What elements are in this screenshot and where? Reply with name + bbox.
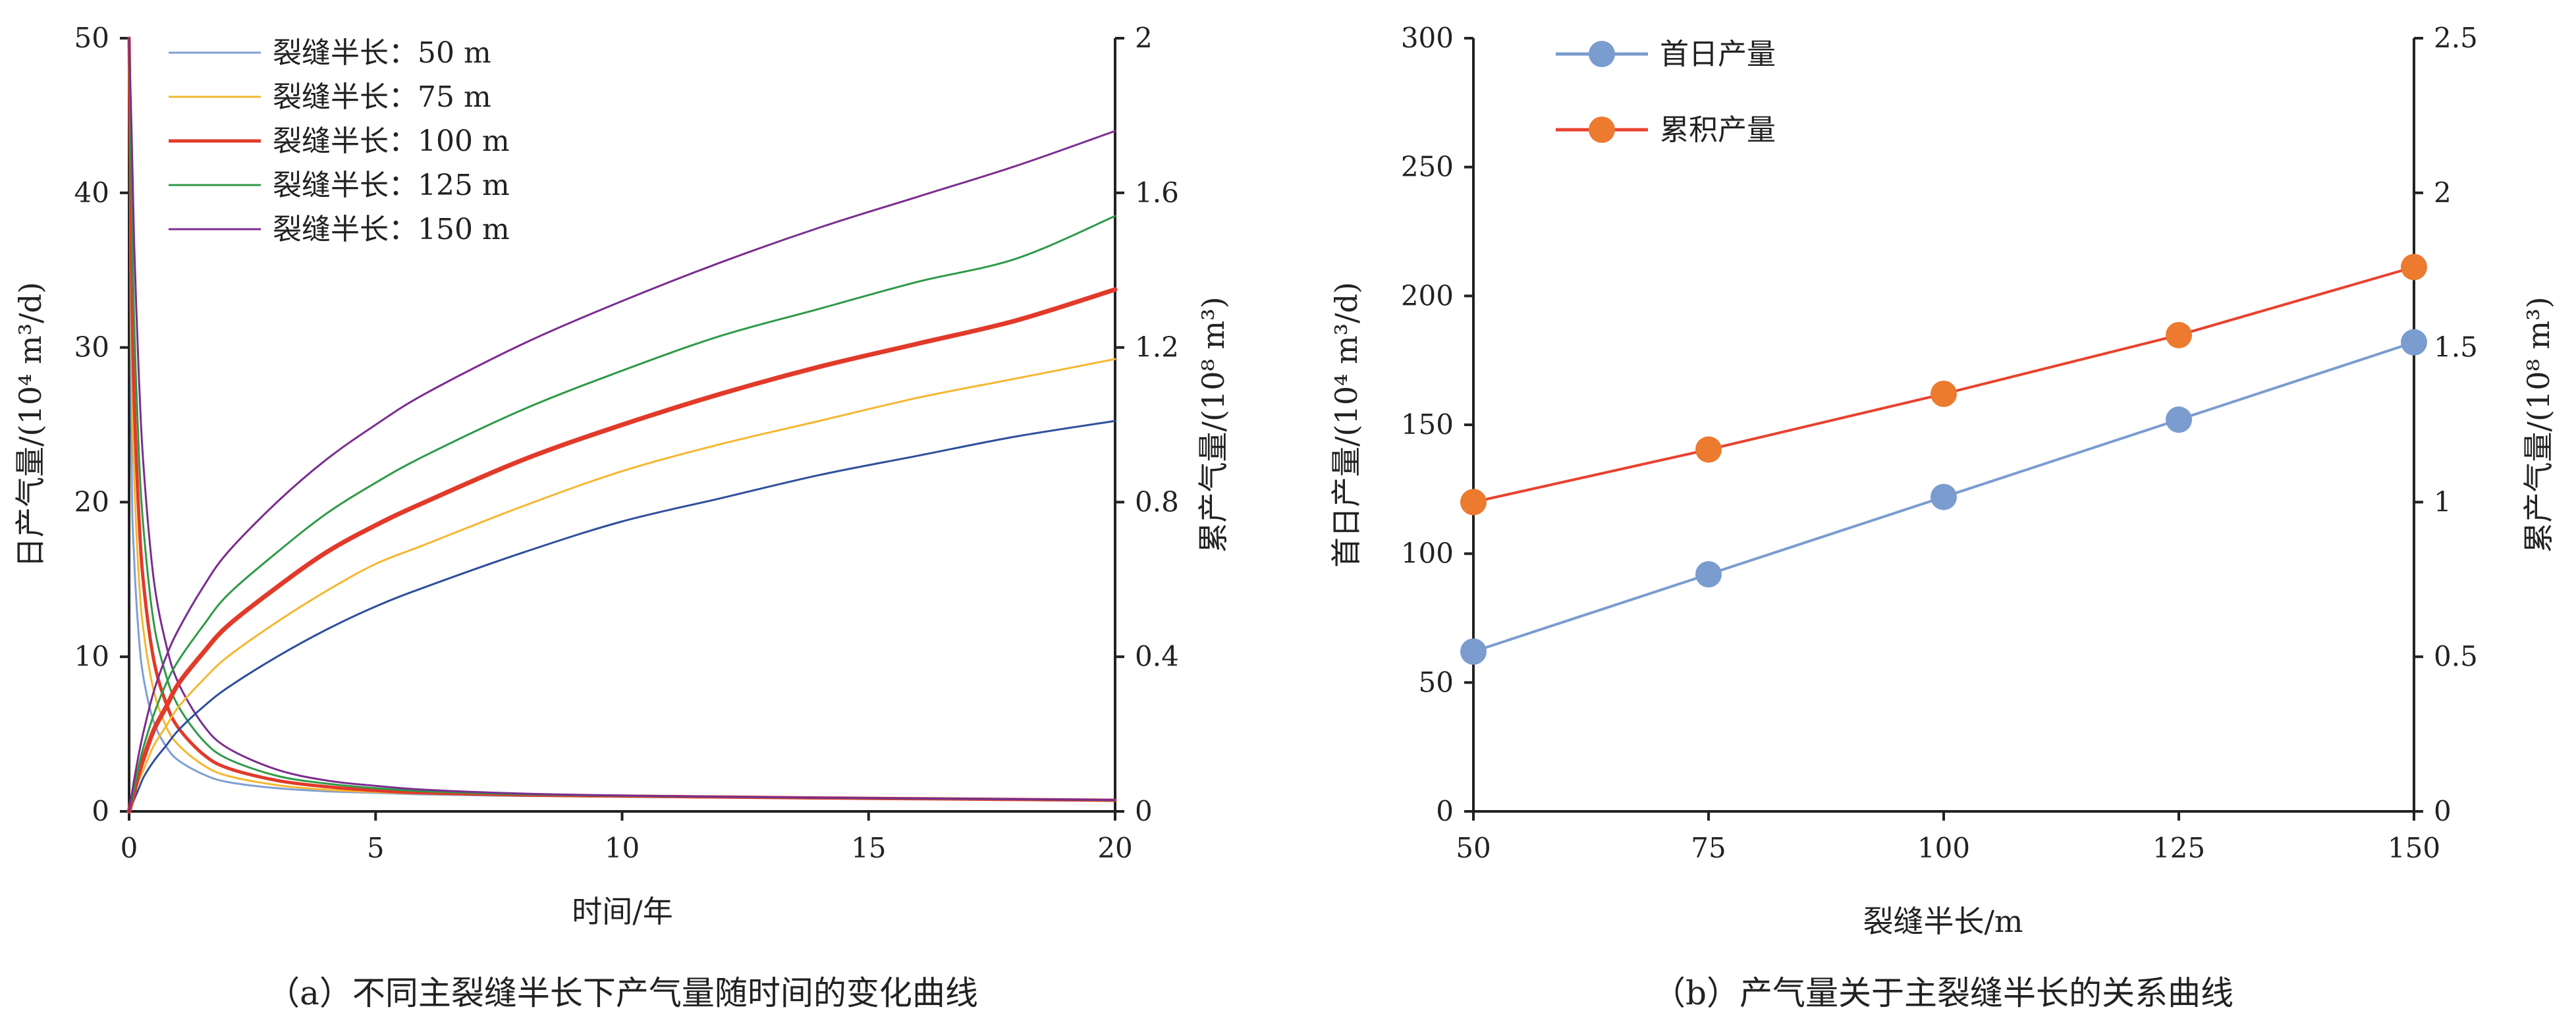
data-point-marker — [1931, 483, 1957, 510]
panel-b-x-axis-title: 裂缝半长/m — [1863, 904, 2023, 939]
legend-label: 裂缝半长：100 m — [273, 124, 510, 158]
right-y-tick-label: 2.5 — [2434, 22, 2478, 54]
legend-label: 裂缝半长：75 m — [273, 80, 491, 114]
data-point-marker — [1695, 436, 1722, 463]
data-point-marker — [2166, 321, 2192, 348]
left-y-tick-label: 50 — [74, 22, 109, 54]
panel-a-caption: （a）不同主裂缝半长下产气量随时间的变化曲线 — [267, 974, 978, 1012]
right-y-tick-label: 0.8 — [1135, 485, 1179, 518]
panel-a-legend: 裂缝半长：50 m 裂缝半长：75 m 裂缝半长：100 m 裂缝半长：125 m 裂缝… — [169, 36, 510, 246]
legend-swatch-marker — [1589, 117, 1615, 143]
data-point-marker — [2401, 254, 2427, 281]
panel-b-right-y-axis-title: 累产气量/(10⁸ m³) — [2521, 296, 2556, 553]
x-tick-label: 10 — [605, 832, 640, 864]
left-y-tick-label: 20 — [74, 485, 109, 518]
x-tick-label: 150 — [2388, 832, 2440, 864]
left-y-tick-label: 150 — [1401, 408, 1454, 441]
panel-b-caption: （b）产气量关于主裂缝半长的关系曲线 — [1653, 974, 2233, 1012]
panel-b-tick-labels: 50 75 100 125 15005010015020025030000.511.52… — [1401, 22, 2478, 864]
left-y-tick-label: 300 — [1401, 22, 1454, 54]
legend-label: 裂缝半长：150 m — [273, 213, 510, 246]
data-point-marker — [2401, 329, 2427, 356]
left-y-tick-label: 30 — [74, 331, 109, 364]
x-tick-label: 15 — [851, 832, 886, 864]
x-tick-label: 50 — [1456, 832, 1491, 864]
x-tick-label: 0 — [121, 832, 138, 864]
legend-label: 首日产量 — [1660, 38, 1776, 71]
panel-a-x-axis-title: 时间/年 — [572, 894, 673, 929]
series-line-7 — [126, 287, 1118, 814]
series-line-5 — [128, 420, 1116, 813]
panel-b-left-y-axis-title: 首日产量/(10⁴ m³/d) — [1329, 282, 1364, 568]
legend-swatch-marker — [1589, 41, 1615, 67]
left-y-tick-label: 10 — [74, 640, 109, 672]
x-tick-label: 5 — [367, 832, 385, 864]
panel-b-series-lines — [1460, 254, 2427, 665]
data-point-marker — [1931, 381, 1957, 408]
panel-a-right-y-axis-title: 累产气量/(10⁸ m³) — [1195, 296, 1231, 553]
data-point-marker — [1460, 638, 1487, 665]
x-tick-label: 75 — [1691, 832, 1726, 864]
right-y-tick-label: 0.5 — [2434, 640, 2478, 672]
left-y-tick-label: 100 — [1401, 537, 1454, 570]
panel-b-chart: 50 75 100 125 15005010015020025030000.511.52… — [1329, 22, 2556, 1012]
legend-label: 累积产量 — [1660, 113, 1776, 147]
panel-b-axes — [1464, 37, 2423, 821]
x-tick-label: 20 — [1097, 832, 1132, 864]
right-y-tick-label: 2 — [1135, 22, 1153, 54]
right-y-tick-label: 0 — [2434, 795, 2452, 827]
legend-label: 裂缝半长：125 m — [273, 169, 510, 202]
left-y-tick-label: 200 — [1401, 279, 1454, 312]
series-line-4 — [128, 37, 1116, 802]
left-y-tick-label: 40 — [74, 177, 109, 209]
panel-a-axes — [120, 37, 1124, 821]
legend-label: 裂缝半长：50 m — [273, 36, 491, 70]
data-point-marker — [1460, 489, 1487, 516]
right-y-tick-label: 1.6 — [1135, 177, 1179, 209]
panel-a-series-lines — [126, 36, 1118, 814]
left-y-tick-label: 0 — [92, 795, 109, 827]
right-y-tick-label: 0.4 — [1135, 640, 1179, 672]
series-line-8 — [128, 215, 1116, 813]
left-y-tick-label: 250 — [1401, 151, 1454, 183]
data-point-marker — [2166, 406, 2192, 433]
left-y-tick-label: 0 — [1436, 795, 1454, 827]
x-tick-label: 125 — [2152, 832, 2205, 864]
right-y-tick-label: 1.5 — [2434, 331, 2478, 364]
x-tick-label: 100 — [1917, 832, 1970, 864]
right-y-tick-label: 0 — [1135, 795, 1153, 827]
right-y-tick-label: 1.2 — [1135, 331, 1179, 364]
data-point-marker — [1695, 560, 1722, 587]
right-y-tick-label: 1 — [2434, 485, 2452, 518]
panel-a-left-y-axis-title: 日产气量/(10⁴ m³/d) — [13, 282, 48, 568]
series-line-9 — [128, 130, 1116, 813]
left-y-tick-label: 50 — [1419, 666, 1454, 698]
series-line-6 — [128, 358, 1116, 813]
right-y-tick-label: 2 — [2434, 177, 2452, 209]
